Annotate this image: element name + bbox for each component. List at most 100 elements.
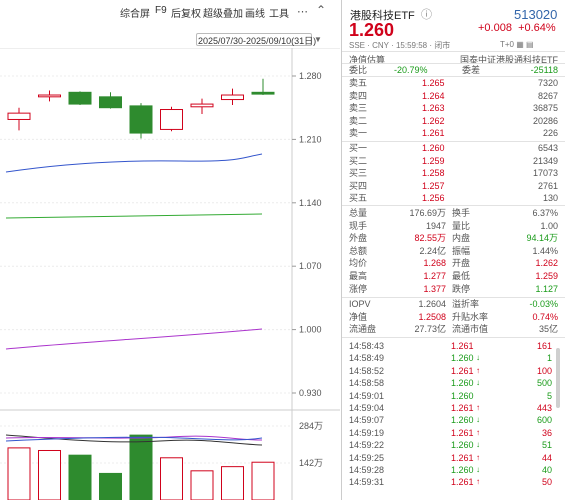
volume-axis-label: 284万: [299, 421, 323, 431]
tick-time: 14:58:58: [349, 378, 385, 389]
quote-panel: 港股科技ETF ⓘ 513020 1.260 +0.008 +0.64% SSE…: [341, 0, 565, 500]
candlestick: [221, 94, 244, 101]
kline-chart[interactable]: 1.280 1.210 1.140 1.070 1.000 0.930 284万 142万: [0, 48, 340, 500]
divider: [342, 337, 565, 338]
tick-time: 14:59:31: [349, 477, 385, 488]
tick-volume: 1: [546, 353, 552, 364]
bid-volume: 17073: [532, 168, 558, 179]
tick-row: 14:59:25 1.261 ↑ 44: [342, 452, 565, 464]
candlestick: [38, 94, 61, 98]
ask-row[interactable]: 卖二 1.262 20286: [342, 115, 565, 127]
tick-volume: 44: [541, 452, 552, 463]
date-range-dropdown-icon[interactable]: ▼: [314, 35, 322, 44]
stat-label: 换手: [452, 208, 471, 218]
volume-bar: [190, 470, 214, 500]
stat-value: 1.00: [540, 220, 558, 231]
bid-row[interactable]: 买一 1.260 6543: [342, 142, 565, 154]
toolbar-composite-screen[interactable]: 综合屏: [120, 9, 150, 20]
tick-direction-icon: ↑: [476, 477, 480, 487]
tick-row: 14:59:28 1.260 ↓ 40: [342, 464, 565, 476]
toolbar-draw-line[interactable]: 画线: [245, 9, 265, 20]
tick-direction-icon: ↑: [476, 452, 480, 462]
fund-stat-value: 0.74%: [532, 311, 558, 322]
bid-row[interactable]: 买四 1.257 2761: [342, 180, 565, 192]
tick-row: 14:59:22 1.260 ↓ 51: [342, 439, 565, 451]
bid-row[interactable]: 买三 1.258 17073: [342, 167, 565, 179]
tick-direction-icon: ↓: [476, 353, 480, 363]
toolbar-scroll-up-icon[interactable]: ⌃: [316, 3, 327, 17]
ask-row[interactable]: 卖五 1.265 7320: [342, 77, 565, 89]
candlestick: [129, 105, 153, 134]
tick-list-scrollbar[interactable]: [555, 340, 561, 500]
tick-volume: 500: [536, 378, 552, 389]
candlestick: [7, 112, 31, 120]
fund-stat-label: 升贴水率: [452, 311, 489, 322]
bid-row[interactable]: 买二 1.259 21349: [342, 155, 565, 167]
date-range-box[interactable]: [196, 33, 312, 46]
ask-row[interactable]: 卖四 1.264 8267: [342, 90, 565, 102]
toolbar-tools[interactable]: 工具: [269, 9, 289, 20]
tick-direction-icon: ↑: [476, 427, 480, 437]
info-icon[interactable]: ⓘ: [421, 9, 432, 21]
tick-row: 14:59:19 1.261 ↑ 36: [342, 427, 565, 439]
toolbar-more-icon[interactable]: ⋯: [297, 6, 308, 18]
stat-label: 最高: [349, 271, 368, 281]
tick-time: 14:58:52: [349, 365, 385, 376]
fund-stat-row: IOPV 1.2604 溢折率 -0.03%: [342, 298, 565, 310]
volume-bar: [68, 454, 92, 500]
weibi-label: 委比: [349, 65, 368, 75]
bid-label: 买一: [349, 143, 368, 153]
tick-time: 14:59:01: [349, 390, 385, 401]
toolbar-f9[interactable]: F9: [155, 5, 167, 16]
weibi-row: 委比 -20.79% 委差 -25118: [342, 64, 565, 76]
stat-value: 1.259: [535, 271, 558, 281]
stat-value: 1.277: [423, 271, 446, 281]
ask-label: 卖三: [349, 103, 368, 114]
stat-value: 1.262: [535, 258, 558, 269]
stat-row: 涨停 1.377 跌停 1.127: [342, 283, 565, 295]
bid-label: 买四: [349, 180, 368, 191]
fund-estimate-label: 净值估算: [349, 55, 386, 65]
tick-row: 14:58:58 1.260 ↓ 500: [342, 377, 565, 389]
tick-volume: 36: [541, 427, 552, 438]
fund-stat-label: 流通盘: [349, 324, 377, 335]
ask-label: 卖五: [349, 78, 368, 88]
stat-value: 2.24亿: [419, 245, 446, 256]
tick-time: 14:58:49: [349, 353, 385, 364]
price-axis-label: 1.070: [299, 261, 322, 271]
stat-value: 1.44%: [532, 245, 558, 256]
tick-row: 14:59:01 1.260 5: [342, 390, 565, 402]
volume-axis-label: 142万: [299, 458, 323, 468]
fund-stat-label: 溢折率: [452, 299, 480, 310]
ask-row[interactable]: 卖三 1.263 36875: [342, 102, 565, 114]
ask-label: 卖一: [349, 128, 368, 139]
bid-label: 买二: [349, 155, 368, 166]
fund-name: 国泰中证港股通科技ETF: [460, 55, 558, 65]
fund-stat-value: -0.03%: [529, 299, 558, 310]
price-axis-label: 0.930: [299, 388, 322, 398]
last-price: 1.260: [349, 20, 395, 40]
tick-price: 1.260: [451, 390, 474, 401]
ask-price: 1.265: [422, 78, 445, 88]
bid-row[interactable]: 买五 1.256 130: [342, 192, 565, 204]
tick-time: 14:59:28: [349, 465, 385, 475]
ask-row[interactable]: 卖一 1.261 226: [342, 127, 565, 139]
date-range-bar: 2025/07/30-2025/09/10(31日) ▼: [0, 33, 340, 48]
stat-label: 内盘: [452, 233, 471, 244]
fund-stat-label: IOPV: [349, 299, 371, 310]
tick-price: 1.261: [451, 403, 474, 413]
volume-bar: [221, 466, 244, 500]
toolbar-super-overlay[interactable]: 超级叠加: [203, 9, 243, 20]
tick-time: 14:58:43: [349, 341, 385, 351]
stat-row: 最高 1.277 最低 1.259: [342, 270, 565, 282]
bid-price: 1.259: [422, 155, 445, 166]
toolbar-back-adjust[interactable]: 后复权: [171, 9, 201, 20]
bid-volume: 21349: [532, 155, 558, 166]
tick-row: 14:59:31 1.261 ↑ 50: [342, 476, 565, 488]
stat-label: 跌停: [452, 283, 471, 294]
ask-label: 卖二: [349, 115, 368, 126]
ask-price: 1.263: [422, 103, 445, 114]
security-code: 513020: [514, 7, 558, 22]
stat-label: 外盘: [349, 233, 368, 244]
stat-row: 总量 176.69万 换手 6.37%: [342, 207, 565, 219]
